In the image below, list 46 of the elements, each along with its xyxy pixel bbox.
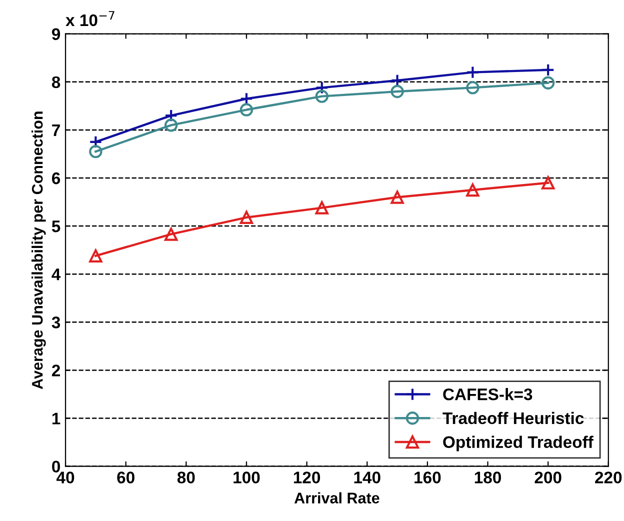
x-tick-label: 40 <box>56 472 74 484</box>
point <box>240 103 254 116</box>
text: x 10$^{−7}$ <box>66 11 114 26</box>
x-tick-label: 220 <box>595 472 622 484</box>
point <box>541 63 555 76</box>
y-tick-label: 2 <box>52 364 60 376</box>
point <box>466 183 480 197</box>
legend-label: CAFES-k=3 <box>443 388 532 400</box>
y-tick-label: 1 <box>52 412 60 424</box>
x-tick-label: 180 <box>474 472 501 484</box>
x-tick-label: 160 <box>414 472 441 484</box>
point <box>89 135 102 149</box>
point <box>541 76 555 90</box>
x-tick-label: 100 <box>234 472 260 484</box>
legend-label: Optimized Tradeoff <box>443 436 594 452</box>
point <box>164 108 178 122</box>
y-tick-label: 3 <box>52 316 60 328</box>
point <box>315 81 328 94</box>
y-tick-label: 5 <box>52 220 60 232</box>
point <box>164 228 178 241</box>
x-tick-label: 200 <box>534 472 562 484</box>
point <box>315 90 328 103</box>
point <box>466 81 480 94</box>
point <box>240 210 254 224</box>
point <box>541 176 555 190</box>
point <box>466 66 480 79</box>
point <box>315 201 328 214</box>
y-tick-label: 7 <box>52 124 60 136</box>
x-tick-label: 60 <box>117 472 134 484</box>
point <box>390 84 404 98</box>
point <box>89 249 102 262</box>
point <box>240 92 254 106</box>
point <box>89 144 102 158</box>
legend-label: Tradeoff Heuristic <box>442 412 584 424</box>
x-tick-label: 120 <box>294 472 320 484</box>
point <box>164 118 178 132</box>
y-tick-label: 8 <box>52 76 60 88</box>
point <box>390 190 404 204</box>
y-axis-title: Average Unavailability per Connection <box>32 112 46 390</box>
y-tick-label: 6 <box>52 172 60 184</box>
x-tick-label: 80 <box>177 472 195 484</box>
x-axis-title: Arrival Rate <box>294 492 380 504</box>
y-tick-label: 4 <box>52 268 61 280</box>
y-tick-label: 9 <box>52 28 60 40</box>
y-tick-label: 0 <box>52 460 60 472</box>
x-tick-label: 140 <box>354 472 380 484</box>
